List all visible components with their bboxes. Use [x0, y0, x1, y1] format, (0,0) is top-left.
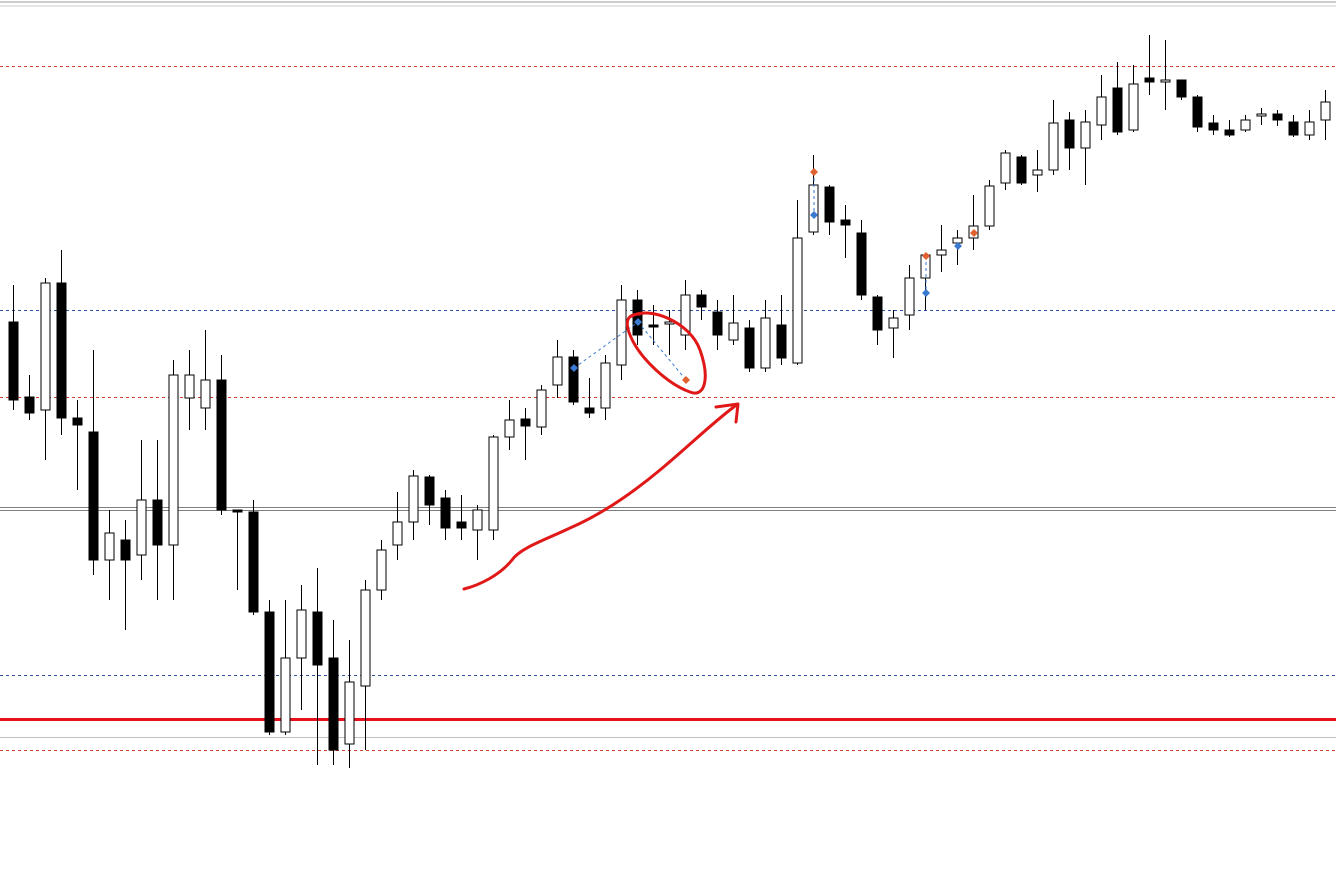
trade-marker [634, 318, 642, 326]
candle-body-down [696, 294, 707, 308]
candle-body-down [216, 379, 227, 511]
candle-body-down [1208, 122, 1219, 131]
candle-body-down [152, 499, 163, 546]
candle-body-up [504, 419, 515, 438]
candle-body-up [104, 532, 115, 561]
candle-body-up [136, 499, 147, 556]
candle-body-down [1016, 156, 1027, 184]
candle-body-up [344, 681, 355, 745]
candle-body-up [168, 374, 179, 546]
candle-body-down [520, 418, 531, 427]
candle-body-up [680, 294, 691, 336]
freehand-arrowhead [714, 402, 740, 424]
candle-body-down [1192, 96, 1203, 128]
candle-body-up [904, 277, 915, 316]
candle-body-down [88, 431, 99, 561]
candle-body-up [360, 589, 371, 687]
candle-body-down [712, 311, 723, 336]
trade-marker [570, 364, 578, 372]
candle-body-up [408, 475, 419, 523]
candle-body-down [568, 356, 579, 403]
candle-body-up [936, 249, 947, 256]
candle-body-down [328, 657, 339, 751]
candle-body-up [1160, 79, 1171, 83]
candle-body-up [616, 299, 627, 366]
candle-body-up [200, 379, 211, 409]
candle-body-down [24, 396, 35, 414]
candle-body-down [8, 321, 19, 401]
candle-body-up [1000, 152, 1011, 184]
candle-body-down [264, 611, 275, 733]
candle-body-up [472, 509, 483, 531]
candle-body-up [600, 362, 611, 409]
candle-body-up [552, 356, 563, 386]
candle-body-up [760, 317, 771, 369]
candle-body-up [536, 389, 547, 428]
freehand-arrow [462, 404, 737, 591]
candle-body-down [584, 407, 595, 414]
candle-body-up [392, 521, 403, 546]
trade-marker [922, 289, 930, 297]
candle-body-up [952, 237, 963, 244]
candle-body-up [1096, 96, 1107, 126]
candle-body-up [488, 436, 499, 531]
candle-body-down [872, 296, 883, 331]
candle-body-down [120, 539, 131, 561]
candle-body-down [1064, 119, 1075, 149]
trade-marker [970, 229, 978, 237]
candle-body-down [1272, 113, 1283, 121]
candle-body-up [1240, 119, 1251, 131]
candle-body-up [184, 374, 195, 399]
candle-body-up [280, 657, 291, 733]
candle-body-up [296, 609, 307, 659]
candle-body-down [248, 511, 259, 613]
candle-body-down [840, 219, 851, 226]
trade-link [637, 321, 687, 381]
candle-body-down [1144, 77, 1155, 83]
candle-body-up [376, 549, 387, 591]
candle-body-down [72, 417, 83, 426]
trade-marker [682, 376, 690, 384]
candle-body-down [648, 324, 659, 328]
trade-marker [954, 242, 962, 250]
freehand-circle [625, 311, 707, 395]
candle-body-up [1080, 121, 1091, 149]
candle-body-down [1112, 87, 1123, 133]
trade-marker [922, 252, 930, 260]
annotations [462, 168, 978, 591]
candle-body-up [1320, 101, 1331, 121]
trade-marker [810, 168, 818, 176]
candle-body-up [1128, 83, 1139, 131]
candle-body-up [40, 282, 51, 411]
trade-marker [810, 211, 818, 219]
candle-body-up [728, 322, 739, 341]
candle-body-down [1176, 79, 1187, 98]
candle-body-up [1048, 122, 1059, 171]
candle-body-up [984, 185, 995, 227]
candle-body-down [856, 232, 867, 296]
candle-body-down [632, 299, 643, 336]
candle-body-down [744, 327, 755, 369]
candle-body-up [792, 237, 803, 364]
candle-body-down [456, 521, 467, 529]
candle-body-down [1288, 121, 1299, 136]
candle-body-up [664, 321, 675, 325]
candle-body-down [424, 476, 435, 506]
candle-body-down [440, 497, 451, 529]
candle-body-down [312, 611, 323, 666]
candle-body-down [824, 186, 835, 223]
candle-body-down [56, 282, 67, 419]
candle-body-up [1304, 121, 1315, 136]
trade-link [573, 321, 639, 369]
candle-body-down [1224, 129, 1235, 136]
candle-body-down [776, 324, 787, 359]
candle-body-down [232, 509, 243, 513]
candle-body-up [1032, 169, 1043, 176]
candle-body-up [1256, 113, 1267, 117]
candle-body-up [888, 317, 899, 329]
candles-layer [8, 35, 1331, 768]
